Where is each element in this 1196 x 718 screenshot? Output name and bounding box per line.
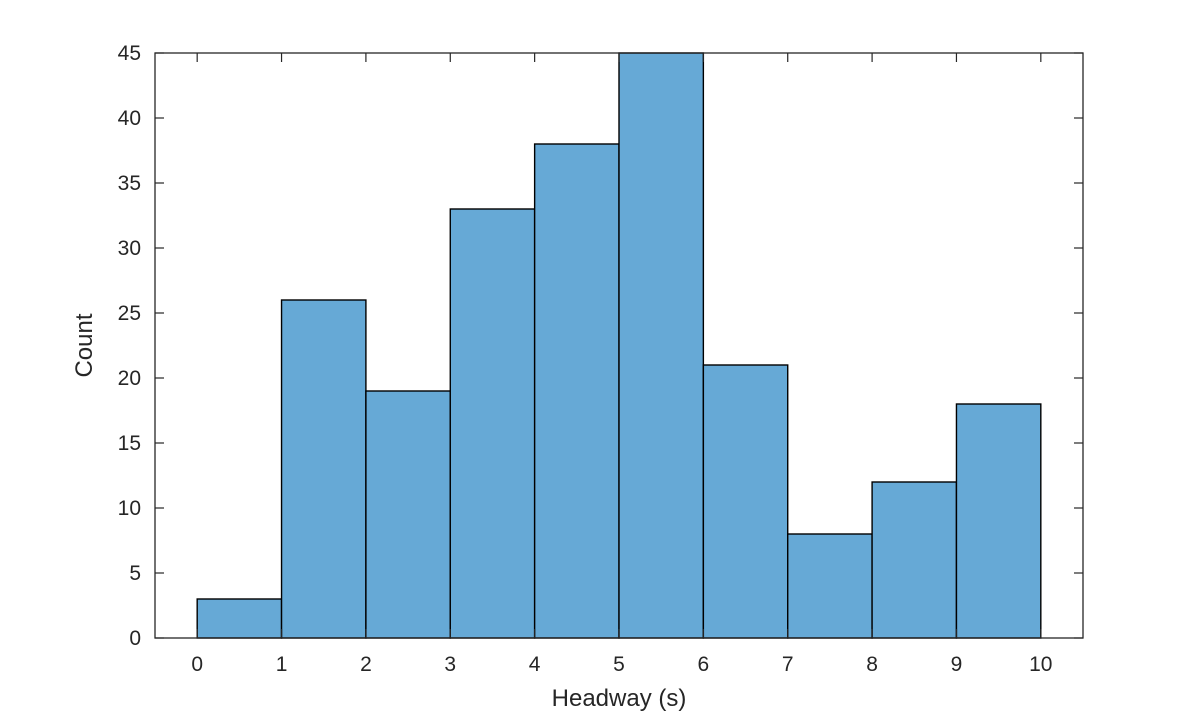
bars-group <box>196 52 1042 639</box>
y-tick-label-7: 35 <box>118 172 141 195</box>
y-tick-label-9: 45 <box>118 42 141 65</box>
x-tick-label-0: 0 <box>191 653 203 676</box>
histogram-bar-7 <box>787 533 873 639</box>
y-tick-label-2: 10 <box>118 497 141 520</box>
x-axis-label: Headway (s) <box>552 685 687 712</box>
x-tick-label-6: 6 <box>698 653 710 676</box>
y-tick-label-8: 40 <box>118 107 141 130</box>
y-tick-label-1: 5 <box>129 562 141 585</box>
histogram-bar-0 <box>196 598 283 639</box>
histogram-bar-6 <box>702 364 789 639</box>
histogram-bar-3 <box>449 208 536 639</box>
x-tick-label-2: 2 <box>360 653 372 676</box>
x-tick-label-10: 10 <box>1029 653 1052 676</box>
y-tick-label-3: 15 <box>118 432 141 455</box>
y-tick-label-0: 0 <box>129 627 141 650</box>
ticks-group <box>155 52 1083 639</box>
histogram-bar-4 <box>533 143 620 639</box>
y-tick-label-4: 20 <box>118 367 141 390</box>
x-tick-label-7: 7 <box>782 653 794 676</box>
x-tick-label-8: 8 <box>866 653 878 676</box>
y-tick-label-6: 30 <box>118 237 141 260</box>
histogram-bar-5 <box>618 52 705 639</box>
histogram-bar-1 <box>280 299 367 639</box>
histogram-bar-8 <box>871 481 958 639</box>
y-tick-label-5: 25 <box>118 302 141 325</box>
x-tick-label-4: 4 <box>529 653 541 676</box>
x-tick-label-9: 9 <box>951 653 963 676</box>
x-tick-label-5: 5 <box>613 653 625 676</box>
x-tick-label-3: 3 <box>444 653 456 676</box>
y-axis-label: Count <box>71 313 98 377</box>
x-tick-label-1: 1 <box>276 653 288 676</box>
histogram-bar-2 <box>365 390 451 639</box>
histogram-bar-9 <box>955 403 1042 639</box>
